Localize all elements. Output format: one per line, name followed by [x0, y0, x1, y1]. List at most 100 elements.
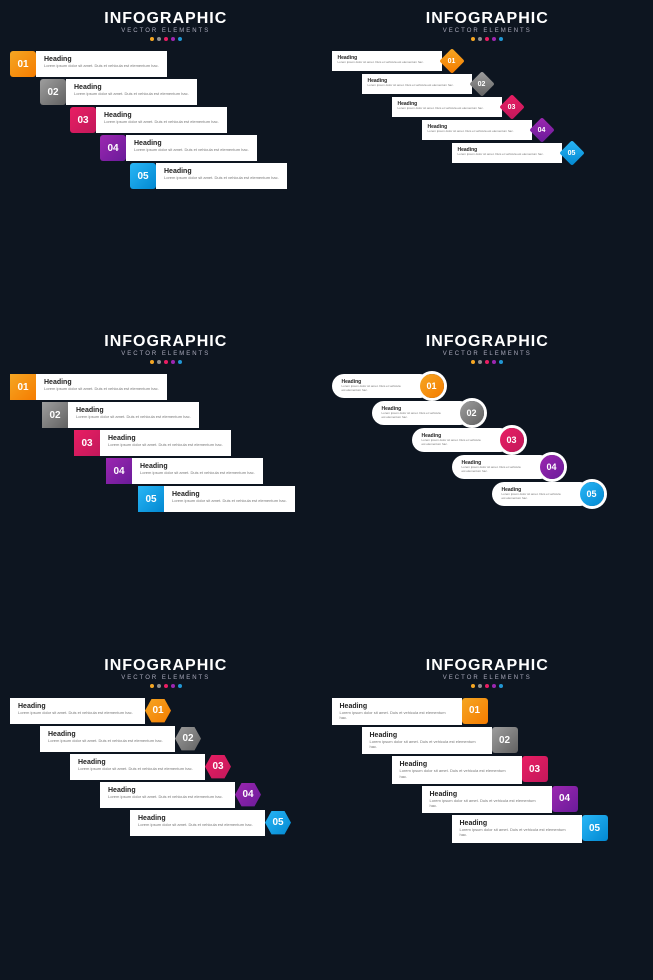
dot	[171, 360, 175, 364]
step-hex: 03	[205, 754, 231, 780]
step-body: Lorem ipsum dolor sit amet. Duis et vehi…	[422, 439, 482, 447]
step-item: HeadingLorem ipsum dolor sit amet. Duis …	[100, 782, 322, 808]
step-circle: 03	[500, 428, 524, 452]
title-main: INFOGRAPHIC	[332, 10, 644, 28]
step-heading: Heading	[108, 435, 223, 442]
dot	[164, 360, 168, 364]
step-heading: Heading	[400, 761, 514, 768]
panel-1: INFOGRAPHIC VECTOR ELEMENTS 01HeadingLor…	[10, 10, 322, 323]
dots	[10, 360, 322, 364]
step-badge: 01	[462, 698, 488, 724]
dot	[164, 37, 168, 41]
step-card: HeadingLorem ipsum dolor sit amet. Duis …	[332, 374, 432, 398]
title-block: INFOGRAPHIC VECTOR ELEMENTS	[10, 333, 322, 364]
step-circle: 04	[540, 455, 564, 479]
dot	[492, 360, 496, 364]
step-card: HeadingLorem ipsum dolor sit amet. Duis …	[130, 810, 265, 836]
step-item: HeadingLorem ipsum dolor sit amet. Duis …	[332, 51, 644, 71]
title-sub: VECTOR ELEMENTS	[10, 351, 322, 357]
step-item: HeadingLorem ipsum dolor sit amet. Duis …	[452, 815, 644, 842]
title-sub: VECTOR ELEMENTS	[332, 351, 644, 357]
step-heading: Heading	[138, 815, 257, 822]
dot	[471, 684, 475, 688]
step-item: HeadingLorem ipsum dolor sit amet. Duis …	[332, 698, 644, 725]
step-item: 05HeadingLorem ipsum dolor sit amet. Dui…	[138, 486, 322, 512]
step-item: HeadingLorem ipsum dolor sit amet. Duis …	[10, 698, 322, 724]
step-body: Lorem ipsum dolor sit amet. Duis et vehi…	[338, 61, 436, 65]
step-body: Lorem ipsum dolor sit amet. Duis et vehi…	[76, 414, 191, 419]
title-sub: VECTOR ELEMENTS	[10, 28, 322, 34]
step-heading: Heading	[140, 463, 255, 470]
step-card: HeadingLorem ipsum dolor sit amet. Duis …	[40, 726, 175, 752]
step-card: HeadingLorem ipsum dolor sit amet. Duis …	[392, 756, 522, 783]
panel-4: INFOGRAPHIC VECTOR ELEMENTS HeadingLorem…	[332, 333, 644, 646]
title-block: INFOGRAPHIC VECTOR ELEMENTS	[332, 10, 644, 41]
step-badge: 02	[492, 727, 518, 753]
panel-2: INFOGRAPHIC VECTOR ELEMENTS HeadingLorem…	[332, 10, 644, 323]
step-badge: 01	[10, 51, 36, 77]
step-body: Lorem ipsum dolor sit amet. Duis et vehi…	[108, 442, 223, 447]
step-badge: 05	[130, 163, 156, 189]
dot	[471, 37, 475, 41]
step-card: HeadingLorem ipsum dolor sit amet. Duis …	[422, 786, 552, 813]
step-card: HeadingLorem ipsum dolor sit amet. Duis …	[332, 698, 462, 725]
step-heading: Heading	[48, 731, 167, 738]
dot	[478, 684, 482, 688]
step-item: 01HeadingLorem ipsum dolor sit amet. Dui…	[10, 51, 322, 77]
step-heading: Heading	[74, 84, 189, 91]
step-card: HeadingLorem ipsum dolor sit amet. Duis …	[36, 374, 167, 400]
step-body: Lorem ipsum dolor sit amet. Duis et vehi…	[138, 822, 257, 827]
step-card: HeadingLorem ipsum dolor sit amet. Duis …	[392, 97, 502, 117]
stack: HeadingLorem ipsum dolor sit amet. Duis …	[10, 698, 322, 838]
step-item: HeadingLorem ipsum dolor sit amet. Duis …	[422, 120, 644, 140]
dot	[499, 684, 503, 688]
step-heading: Heading	[340, 703, 454, 710]
step-item: 03HeadingLorem ipsum dolor sit amet. Dui…	[74, 430, 322, 456]
dot	[150, 360, 154, 364]
title-sub: VECTOR ELEMENTS	[10, 675, 322, 681]
title-main: INFOGRAPHIC	[10, 333, 322, 351]
stack: HeadingLorem ipsum dolor sit amet. Duis …	[332, 698, 644, 845]
stack: 01HeadingLorem ipsum dolor sit amet. Dui…	[10, 51, 322, 191]
step-heading: Heading	[430, 791, 544, 798]
step-card: HeadingLorem ipsum dolor sit amet. Duis …	[70, 754, 205, 780]
dot	[485, 684, 489, 688]
step-heading: Heading	[164, 168, 279, 175]
step-item: 05HeadingLorem ipsum dolor sit amet. Dui…	[130, 163, 322, 189]
step-heading: Heading	[104, 112, 219, 119]
dot	[478, 37, 482, 41]
step-hex: 02	[175, 726, 201, 752]
step-circle: 05	[580, 482, 604, 506]
step-body: Lorem ipsum dolor sit amet. Duis et vehi…	[462, 466, 522, 474]
step-item: HeadingLorem ipsum dolor sit amet. Duis …	[392, 756, 644, 783]
step-item: HeadingLorem ipsum dolor sit amet. Duis …	[452, 455, 644, 479]
step-ribbon: 01	[442, 51, 462, 71]
step-badge: 02	[42, 402, 68, 428]
step-badge: 03	[522, 756, 548, 782]
title-block: INFOGRAPHIC VECTOR ELEMENTS	[10, 10, 322, 41]
step-body: Lorem ipsum dolor sit amet. Duis et vehi…	[104, 119, 219, 124]
step-heading: Heading	[172, 491, 287, 498]
step-item: 02 HeadingLorem ipsum dolor sit amet. Dui…	[42, 402, 322, 428]
dots	[332, 360, 644, 364]
dot	[150, 37, 154, 41]
step-body: Lorem ipsum dolor sit amet. Duis et vehi…	[430, 798, 544, 808]
title-sub: VECTOR ELEMENTS	[332, 675, 644, 681]
dot	[178, 360, 182, 364]
step-card: HeadingLorem ipsum dolor sit amet. Duis …	[452, 455, 552, 479]
step-hex: 04	[235, 782, 261, 808]
step-card: HeadingLorem ipsum dolor sit amet. Duis …	[492, 482, 592, 506]
step-badge: 03	[70, 107, 96, 133]
step-body: Lorem ipsum dolor sit amet. Duis et vehi…	[48, 738, 167, 743]
title-sub: VECTOR ELEMENTS	[332, 28, 644, 34]
title-main: INFOGRAPHIC	[332, 333, 644, 351]
step-hex: 01	[145, 698, 171, 724]
step-heading: Heading	[76, 407, 191, 414]
step-item: 01HeadingLorem ipsum dolor sit amet. Dui…	[10, 374, 322, 400]
dots	[332, 684, 644, 688]
title-main: INFOGRAPHIC	[332, 657, 644, 675]
step-ribbon: 03	[502, 97, 522, 117]
step-heading: Heading	[44, 56, 159, 63]
step-item: HeadingLorem ipsum dolor sit amet. Duis …	[362, 74, 644, 94]
step-heading: Heading	[44, 379, 159, 386]
